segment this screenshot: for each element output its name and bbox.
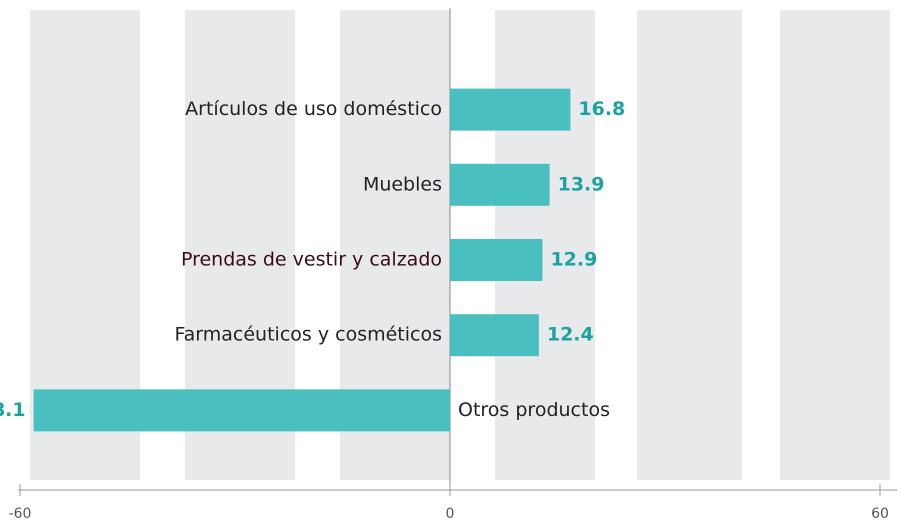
- bar: [450, 314, 539, 357]
- category-label: Muebles: [363, 173, 442, 195]
- x-tick-label: 0: [446, 506, 455, 522]
- value-label: 16.8: [578, 98, 625, 120]
- category-label: Artículos de uso doméstico: [185, 98, 442, 120]
- category-label: Farmacéuticos y cosméticos: [174, 324, 442, 346]
- bar: [450, 239, 543, 281]
- x-tick-label: 60: [871, 506, 889, 522]
- value-label: 12.9: [550, 249, 597, 271]
- x-tick-label: -60: [9, 506, 32, 522]
- bar: [33, 389, 450, 432]
- category-label: Otros productos: [458, 399, 610, 421]
- bar: [450, 88, 571, 131]
- category-label: Prendas de vestir y calzado: [181, 249, 442, 271]
- value-label: 13.9: [558, 173, 605, 195]
- value-label: -58.1: [0, 399, 26, 421]
- bar: [450, 163, 550, 206]
- background-stripes: [30, 10, 890, 480]
- value-label: 12.4: [547, 324, 594, 346]
